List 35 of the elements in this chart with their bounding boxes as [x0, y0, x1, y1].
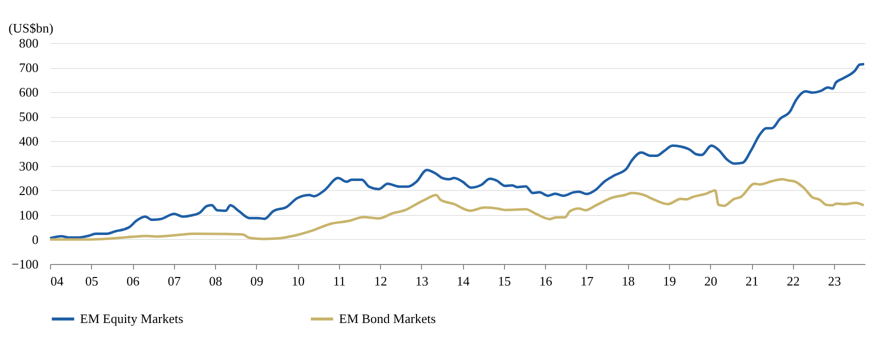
x-tick-label: 15	[498, 274, 511, 288]
x-tick-label: 10	[292, 274, 305, 288]
y-tick-label: 700	[19, 60, 38, 76]
x-tick-label: 12	[374, 274, 388, 288]
x-tick-label: 20	[704, 274, 718, 288]
y-tick-label: −100	[12, 256, 38, 272]
x-tick-label: 13	[415, 274, 428, 288]
x-tick-label: 21	[746, 274, 759, 288]
x-tick-label: 08	[209, 274, 222, 288]
x-tick-label: 17	[580, 274, 594, 288]
x-tick-label: 19	[662, 274, 676, 288]
line-series	[48, 178, 866, 241]
x-tick-label: 06	[126, 274, 140, 288]
y-tick-label: 500	[19, 109, 38, 124]
y-tick-label: 100	[19, 207, 38, 222]
x-tick-label: 14	[456, 274, 470, 288]
x-tick-label: 09	[250, 274, 264, 288]
x-tick-label: 18	[622, 274, 635, 288]
x-tick-label: 16	[539, 274, 553, 288]
y-axis-title: (US$bn)	[8, 20, 54, 36]
x-tick-label: 07	[168, 274, 182, 288]
y-tick-label: 300	[19, 158, 38, 174]
y-tick-label: 0	[32, 232, 38, 247]
y-tick-label: 600	[19, 84, 38, 100]
x-tick-label: 11	[333, 274, 346, 288]
x-tick-label: 05	[85, 274, 98, 288]
x-tick-label: 23	[828, 274, 842, 288]
y-tick-label: 200	[19, 182, 38, 198]
line-series	[48, 62, 866, 240]
legend-label: EM Equity Markets	[80, 311, 184, 326]
x-tick-label: 22	[786, 274, 800, 288]
x-tick-label: 04	[50, 274, 64, 288]
y-tick-label: 800	[19, 36, 38, 50]
legend-label: EM Bond Markets	[339, 311, 436, 326]
y-tick-label: 400	[19, 134, 38, 149]
